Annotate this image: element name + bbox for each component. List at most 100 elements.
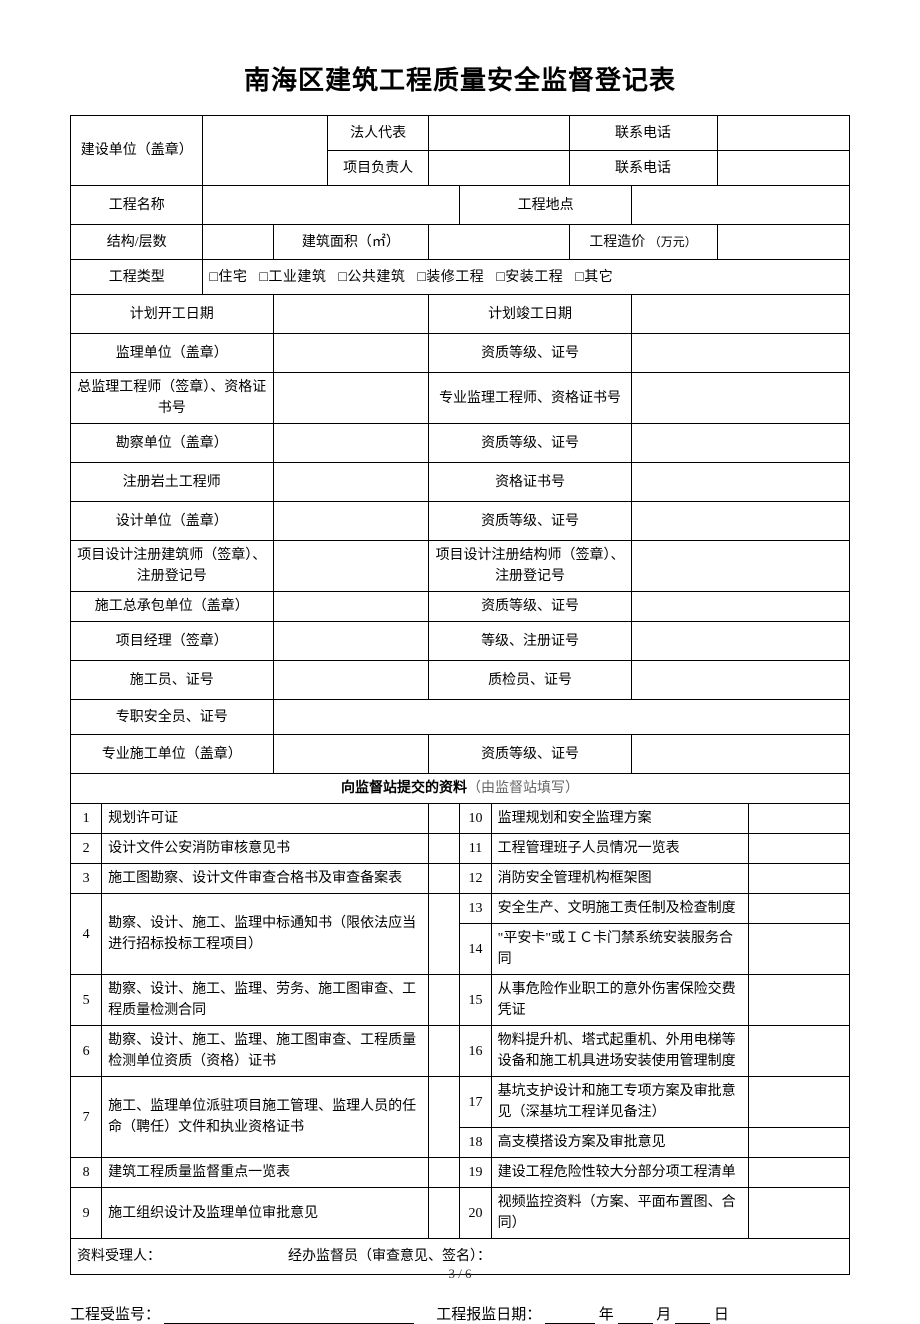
- page-title: 南海区建筑工程质量安全监督登记表: [70, 60, 850, 97]
- field-supervision-unit[interactable]: [273, 334, 429, 373]
- right-blank-16[interactable]: [748, 1026, 849, 1077]
- field-legal-rep[interactable]: [429, 116, 569, 151]
- right-blank-13[interactable]: [748, 894, 849, 924]
- right-blank-17[interactable]: [748, 1077, 849, 1128]
- field-proj-cost[interactable]: [717, 225, 849, 260]
- field-reg-geo-eng[interactable]: [273, 463, 429, 502]
- left-num-9: 9: [71, 1188, 102, 1239]
- section-title-suffix: （由监督站填写）: [467, 781, 579, 796]
- right-blank-15[interactable]: [748, 975, 849, 1026]
- left-blank-6[interactable]: [429, 1026, 460, 1077]
- right-blank-10[interactable]: [748, 804, 849, 834]
- right-blank-18[interactable]: [748, 1128, 849, 1158]
- field-proj-name[interactable]: [203, 186, 460, 225]
- field-proj-manager[interactable]: [273, 622, 429, 661]
- left-text-8: 建筑工程质量监督重点一览表: [102, 1158, 429, 1188]
- field-contact-phone-1[interactable]: [717, 116, 849, 151]
- left-blank-8[interactable]: [429, 1158, 460, 1188]
- left-num-1: 1: [71, 804, 102, 834]
- field-build-unit[interactable]: [203, 116, 328, 186]
- label-proj-name: 工程名称: [71, 186, 203, 225]
- label-year: 年: [599, 1307, 614, 1323]
- label-supervision-no: 工程受监号：: [70, 1307, 160, 1323]
- left-text-6: 勘察、设计、施工、监理、施工图审查、工程质量检测单位资质（资格）证书: [102, 1026, 429, 1077]
- label-day: 日: [714, 1307, 729, 1323]
- field-qual-cert-no[interactable]: [631, 463, 849, 502]
- left-num-2: 2: [71, 834, 102, 864]
- section-header: 向监督站提交的资料（由监督站填写）: [71, 774, 850, 804]
- cb-public[interactable]: □公共建筑: [338, 270, 405, 285]
- right-blank-12[interactable]: [748, 864, 849, 894]
- cb-install[interactable]: □安装工程: [496, 270, 563, 285]
- field-qual-cert-1[interactable]: [631, 334, 849, 373]
- field-pro-supervisor[interactable]: [631, 373, 849, 424]
- right-blank-14[interactable]: [748, 924, 849, 975]
- field-build-area[interactable]: [429, 225, 569, 260]
- label-pro-supervisor: 专业监理工程师、资格证书号: [429, 373, 632, 424]
- left-blank-2[interactable]: [429, 834, 460, 864]
- field-struct-floors[interactable]: [203, 225, 273, 260]
- field-design-struct[interactable]: [631, 541, 849, 592]
- right-text-18: 高支模搭设方案及审批意见: [491, 1128, 748, 1158]
- field-qual-cert-4[interactable]: [631, 592, 849, 622]
- label-qual-cert-1: 资质等级、证号: [429, 334, 632, 373]
- label-qc-no: 质检员、证号: [429, 661, 632, 700]
- field-plan-start[interactable]: [273, 295, 429, 334]
- right-num-14: 14: [460, 924, 491, 975]
- right-num-19: 19: [460, 1158, 491, 1188]
- left-blank-5[interactable]: [429, 975, 460, 1026]
- right-blank-19[interactable]: [748, 1158, 849, 1188]
- field-year[interactable]: [545, 1307, 595, 1324]
- label-proj-manager: 项目经理（签章）: [71, 622, 274, 661]
- cb-decoration[interactable]: □装修工程: [417, 270, 484, 285]
- field-sub-unit[interactable]: [273, 735, 429, 774]
- cb-industrial[interactable]: □工业建筑: [259, 270, 326, 285]
- right-num-13: 13: [460, 894, 491, 924]
- field-safety-officer[interactable]: [273, 700, 849, 735]
- field-qc-no[interactable]: [631, 661, 849, 700]
- label-qual-cert-2: 资质等级、证号: [429, 424, 632, 463]
- field-qual-cert-5[interactable]: [631, 735, 849, 774]
- left-num-4: 4: [71, 894, 102, 975]
- field-proj-location[interactable]: [631, 186, 849, 225]
- left-blank-7[interactable]: [429, 1077, 460, 1158]
- field-supervision-no[interactable]: [164, 1307, 414, 1324]
- label-receiver: 资料受理人：: [77, 1249, 161, 1264]
- right-blank-11[interactable]: [748, 834, 849, 864]
- right-num-16: 16: [460, 1026, 491, 1077]
- left-blank-4[interactable]: [429, 894, 460, 975]
- field-survey-unit[interactable]: [273, 424, 429, 463]
- field-day[interactable]: [675, 1307, 710, 1324]
- field-design-unit[interactable]: [273, 502, 429, 541]
- left-num-6: 6: [71, 1026, 102, 1077]
- right-text-16: 物料提升机、塔式起重机、外用电梯等设备和施工机具进场安装使用管理制度: [491, 1026, 748, 1077]
- field-chief-supervisor[interactable]: [273, 373, 429, 424]
- label-chief-supervisor: 总监理工程师（签章）、资格证书号: [71, 373, 274, 424]
- label-design-unit: 设计单位（盖章）: [71, 502, 274, 541]
- right-blank-20[interactable]: [748, 1188, 849, 1239]
- field-gc-unit[interactable]: [273, 592, 429, 622]
- field-contact-phone-2[interactable]: [717, 151, 849, 186]
- right-text-17: 基坑支护设计和施工专项方案及审批意见（深基坑工程详见备注）: [491, 1077, 748, 1128]
- field-grade-reg[interactable]: [631, 622, 849, 661]
- left-blank-1[interactable]: [429, 804, 460, 834]
- label-qual-cert-5: 资质等级、证号: [429, 735, 632, 774]
- field-proj-leader[interactable]: [429, 151, 569, 186]
- label-design-struct: 项目设计注册结构师（签章）、注册登记号: [429, 541, 632, 592]
- field-qual-cert-3[interactable]: [631, 502, 849, 541]
- left-blank-9[interactable]: [429, 1188, 460, 1239]
- field-design-arch[interactable]: [273, 541, 429, 592]
- left-num-5: 5: [71, 975, 102, 1026]
- label-supervision-unit: 监理单位（盖章）: [71, 334, 274, 373]
- field-proj-type[interactable]: □住宅 □工业建筑 □公共建筑 □装修工程 □安装工程 □其它: [203, 260, 850, 295]
- field-constructor-no[interactable]: [273, 661, 429, 700]
- field-plan-end[interactable]: [631, 295, 849, 334]
- label-qual-cert-3: 资质等级、证号: [429, 502, 632, 541]
- field-month[interactable]: [618, 1307, 653, 1324]
- left-blank-3[interactable]: [429, 864, 460, 894]
- cb-other[interactable]: □其它: [575, 270, 613, 285]
- left-text-3: 施工图勘察、设计文件审查合格书及审查备案表: [102, 864, 429, 894]
- field-qual-cert-2[interactable]: [631, 424, 849, 463]
- cb-residential[interactable]: □住宅: [209, 270, 247, 285]
- label-reg-geo-eng: 注册岩土工程师: [71, 463, 274, 502]
